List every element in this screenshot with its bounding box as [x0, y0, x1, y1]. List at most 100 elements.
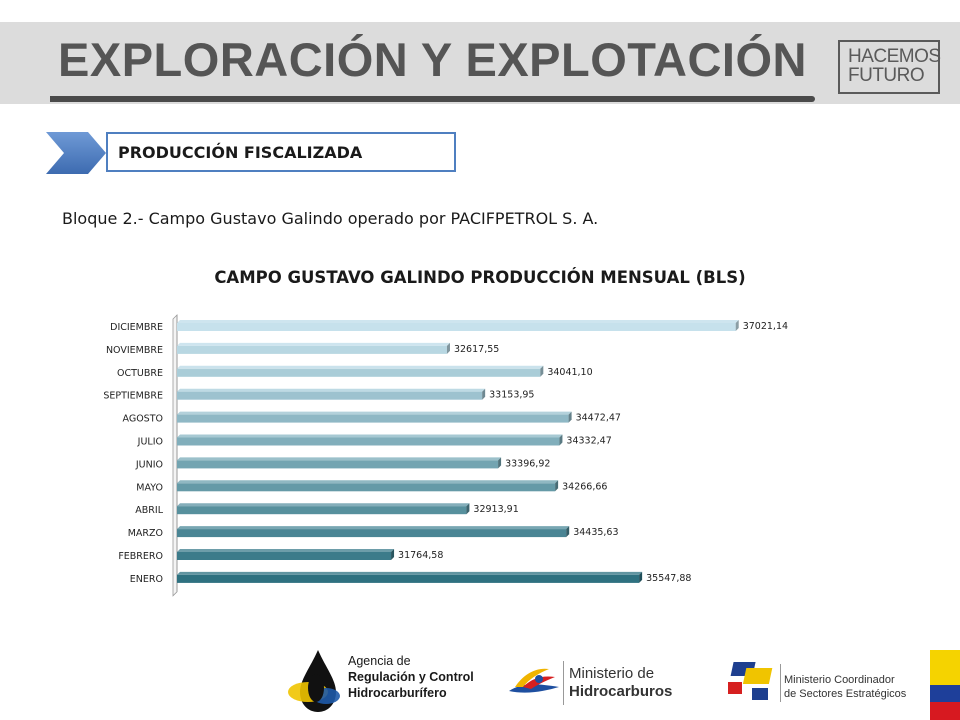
section-header-box: PRODUCCIÓN FISCALIZADA [106, 132, 456, 172]
category-label: JUNIO [135, 459, 163, 470]
bar-group [177, 388, 486, 400]
value-label: 34041,10 [547, 367, 592, 378]
bar-top-face [177, 457, 502, 461]
mcse-emblem-icon [728, 662, 773, 700]
value-label: 33396,92 [505, 458, 550, 469]
bar-group [177, 549, 395, 560]
value-label: 34332,47 [566, 436, 611, 447]
bar-top-face [177, 365, 544, 369]
bar-top-face [177, 388, 486, 392]
bar-end-face [559, 434, 563, 446]
page-title: EXPLORACIÓN Y EXPLOTACIÓN [58, 33, 807, 86]
value-label: 32617,55 [454, 344, 499, 355]
axis-wall [172, 314, 178, 597]
category-label: ENERO [130, 574, 163, 585]
header-band [0, 22, 960, 104]
category-label: JULIO [137, 437, 163, 448]
value-label: 34266,66 [562, 481, 607, 492]
block-subtitle: Bloque 2.- Campo Gustavo Galindo operado… [62, 209, 599, 228]
bar-end-face [735, 320, 739, 331]
bar-end-face [540, 365, 544, 377]
bar-group [177, 503, 470, 515]
bar-group [177, 434, 563, 446]
bar [177, 506, 467, 515]
category-label: OCTUBRE [117, 368, 163, 379]
bar-group [177, 526, 570, 538]
bar-group [177, 411, 572, 423]
bar [177, 483, 556, 492]
bar-group [177, 480, 559, 492]
bar-group [177, 342, 450, 354]
bar-end-face [566, 526, 570, 538]
value-label: 34472,47 [576, 413, 621, 424]
bar-end-face [482, 388, 486, 400]
mcse-line-1: Ministerio Coordinador [784, 674, 895, 686]
category-label: SEPTIEMBRE [103, 391, 163, 402]
value-label: 37021,14 [743, 321, 788, 332]
mh-line-2: Hidrocarburos [569, 683, 673, 700]
logo-divider [563, 661, 564, 705]
bar-group [177, 457, 502, 469]
arch-line-1: Agencia de [348, 654, 411, 668]
value-label: 31764,58 [398, 550, 443, 561]
bar-top-face [177, 320, 739, 323]
value-label: 32913,91 [473, 504, 518, 515]
bar [177, 414, 569, 423]
value-label: 34435,63 [573, 527, 618, 538]
bar [177, 529, 567, 538]
bar [177, 552, 392, 560]
bar-top-face [177, 549, 395, 552]
bar [177, 368, 541, 377]
bar-top-face [177, 571, 643, 575]
bar-group [177, 320, 739, 331]
bar-end-face [639, 571, 643, 583]
category-label: DICIEMBRE [110, 322, 163, 333]
ecuador-flag [930, 650, 960, 720]
production-bar-chart: DICIEMBRE 37021,14 NOVIEMBRE 32617,55 OCTUBR… [103, 314, 788, 597]
category-label: MAYO [136, 482, 163, 493]
mh-line-1: Ministerio de [569, 665, 655, 682]
bar-top-face [177, 480, 559, 484]
flame-emblem-icon [509, 668, 559, 693]
ministerio-hidrocarburos-logo: Ministerio de Hidrocarburos [505, 655, 705, 711]
bar-end-face [466, 503, 470, 515]
chevron-arrow-icon [44, 132, 108, 179]
bar [177, 460, 499, 469]
logo-line-2: FUTURO [848, 65, 925, 86]
header-rule [50, 96, 815, 102]
arch-line-3: Hidrocarburífero [348, 686, 447, 700]
category-label: MARZO [128, 528, 163, 539]
section-label: PRODUCCIÓN FISCALIZADA [118, 143, 363, 162]
bar [177, 437, 560, 446]
category-label: ABRIL [135, 505, 163, 516]
bar-top-face [177, 434, 563, 438]
bar-end-face [391, 549, 395, 560]
bar-end-face [555, 480, 559, 492]
logo-divider-2 [780, 664, 781, 702]
bar-end-face [446, 342, 450, 354]
arch-line-2: Regulación y Control [348, 670, 474, 684]
bar-end-face [498, 457, 502, 469]
bar-top-face [177, 342, 450, 346]
value-label: 35547,88 [646, 573, 691, 584]
oil-drop-icon [288, 650, 340, 712]
chart-title: CAMPO GUSTAVO GALINDO PRODUCCIÓN MENSUAL… [214, 268, 746, 287]
bar [177, 574, 640, 583]
bar [177, 391, 483, 400]
category-label: FEBRERO [118, 551, 163, 562]
arch-logo: Agencia de Regulación y Control Hidrocar… [286, 648, 474, 714]
category-label: NOVIEMBRE [106, 345, 163, 356]
bar-top-face [177, 503, 470, 507]
category-label: AGOSTO [123, 414, 163, 425]
bar-group [177, 571, 643, 583]
bar-end-face [568, 411, 572, 423]
bar [177, 323, 736, 331]
mcse-line-2: de Sectores Estratégicos [784, 688, 907, 700]
logo-line-1: HACEMOS [848, 46, 941, 67]
value-label: 33153,95 [489, 390, 534, 401]
hacemos-futuro-logo: HACEMOS FUTURO [838, 40, 941, 94]
bar-top-face [177, 526, 570, 530]
bar [177, 345, 447, 354]
mcse-logo: Ministerio Coordinador de Sectores Estra… [726, 658, 916, 710]
bar-top-face [177, 411, 572, 415]
